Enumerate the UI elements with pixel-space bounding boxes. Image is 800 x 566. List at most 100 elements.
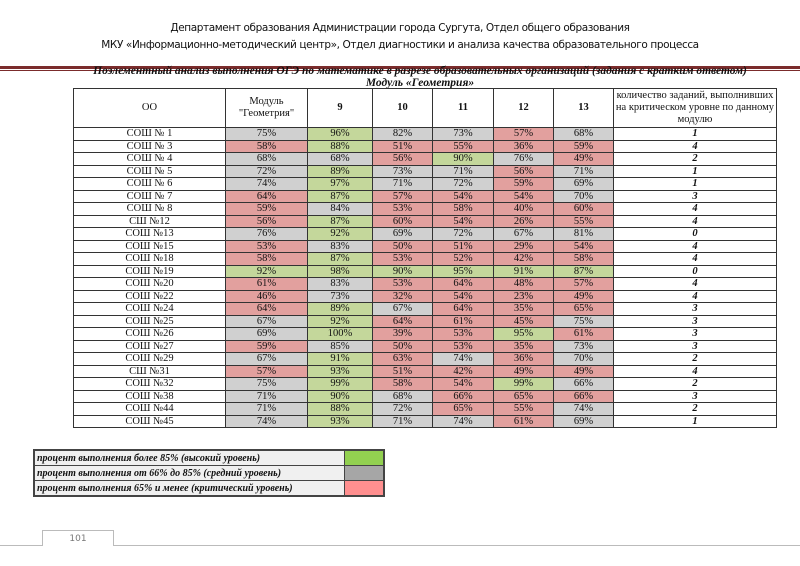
table-row: СОШ №25 67% 92% 64% 61% 45% 75% 3 <box>73 314 777 328</box>
critical-count-cell: 4 <box>613 277 777 291</box>
task-9-cell: 87% <box>307 252 373 266</box>
task-10-cell: 51% <box>372 364 433 378</box>
task-13-cell: 59% <box>553 139 614 153</box>
table-row: СШ №12 56% 87% 60% 54% 26% 55% 4 <box>73 214 777 228</box>
task-12-cell: 59% <box>493 177 554 191</box>
org-name-cell: СОШ № 3 <box>73 139 226 153</box>
table-row: СОШ №18 58% 87% 53% 52% 42% 58% 4 <box>73 252 777 266</box>
org-name-cell: СОШ №26 <box>73 327 226 341</box>
module-cell: 76% <box>225 227 308 241</box>
task-13-cell: 81% <box>553 227 614 241</box>
module-cell: 58% <box>225 139 308 153</box>
task-10-cell: 82% <box>372 127 433 141</box>
module-cell: 75% <box>225 377 308 391</box>
org-name-cell: СОШ №15 <box>73 239 226 253</box>
task-13-cell: 71% <box>553 164 614 178</box>
task-9-cell: 88% <box>307 402 373 416</box>
legend-row: процент выполнения более 85% (высокий ур… <box>33 449 385 466</box>
task-9-cell: 100% <box>307 327 373 341</box>
critical-count-cell: 4 <box>613 364 777 378</box>
org-name-cell: СОШ № 1 <box>73 127 226 141</box>
org-name-cell: СОШ №38 <box>73 389 226 403</box>
org-name-cell: СОШ №44 <box>73 402 226 416</box>
task-9-cell: 83% <box>307 277 373 291</box>
task-13-cell: 65% <box>553 302 614 316</box>
module-cell: 68% <box>225 152 308 166</box>
critical-count-cell: 1 <box>613 164 777 178</box>
legend-swatch-medium <box>343 465 385 481</box>
task-9-cell: 91% <box>307 352 373 366</box>
module-cell: 64% <box>225 189 308 203</box>
critical-count-cell: 1 <box>613 414 777 428</box>
module-cell: 71% <box>225 389 308 403</box>
table-row: СОШ № 8 59% 84% 53% 58% 40% 60% 4 <box>73 202 777 216</box>
task-11-cell: 58% <box>432 202 494 216</box>
critical-count-cell: 3 <box>613 314 777 328</box>
task-12-cell: 29% <box>493 239 554 253</box>
task-12-cell: 61% <box>493 414 554 428</box>
task-11-cell: 74% <box>432 352 494 366</box>
header-divider <box>0 66 800 69</box>
task-13-cell: 60% <box>553 202 614 216</box>
org-name-cell: СОШ №20 <box>73 277 226 291</box>
task-13-cell: 54% <box>553 239 614 253</box>
task-10-cell: 56% <box>372 152 433 166</box>
task-9-cell: 87% <box>307 189 373 203</box>
task-13-cell: 69% <box>553 177 614 191</box>
critical-count-cell: 2 <box>613 402 777 416</box>
task-10-cell: 73% <box>372 164 433 178</box>
task-9-cell: 88% <box>307 139 373 153</box>
legend-label: процент выполнения более 85% (высокий ур… <box>33 449 345 466</box>
task-11-cell: 54% <box>432 189 494 203</box>
critical-count-cell: 3 <box>613 189 777 203</box>
org-name-cell: СОШ № 8 <box>73 202 226 216</box>
task-9-cell: 89% <box>307 164 373 178</box>
col-header-task-11: 11 <box>432 88 494 128</box>
task-10-cell: 67% <box>372 302 433 316</box>
task-11-cell: 54% <box>432 377 494 391</box>
table-row: СОШ №20 61% 83% 53% 64% 48% 57% 4 <box>73 277 777 291</box>
task-10-cell: 63% <box>372 352 433 366</box>
table-row: СОШ №26 69% 100% 39% 53% 95% 61% 3 <box>73 327 777 341</box>
task-12-cell: 57% <box>493 127 554 141</box>
table-row: СОШ №32 75% 99% 58% 54% 99% 66% 2 <box>73 377 777 391</box>
org-name-cell: СОШ №45 <box>73 414 226 428</box>
task-11-cell: 65% <box>432 402 494 416</box>
task-10-cell: 68% <box>372 389 433 403</box>
task-10-cell: 72% <box>372 402 433 416</box>
module-cell: 56% <box>225 214 308 228</box>
legend-swatch-high <box>343 449 385 466</box>
task-13-cell: 68% <box>553 127 614 141</box>
task-12-cell: 91% <box>493 264 554 278</box>
critical-count-cell: 0 <box>613 227 777 241</box>
critical-count-cell: 2 <box>613 152 777 166</box>
task-13-cell: 87% <box>553 264 614 278</box>
org-name-cell: СШ №31 <box>73 364 226 378</box>
task-11-cell: 53% <box>432 339 494 353</box>
task-12-cell: 56% <box>493 164 554 178</box>
task-9-cell: 98% <box>307 264 373 278</box>
task-12-cell: 26% <box>493 214 554 228</box>
critical-count-cell: 4 <box>613 289 777 303</box>
critical-count-cell: 4 <box>613 202 777 216</box>
task-9-cell: 92% <box>307 227 373 241</box>
task-11-cell: 61% <box>432 314 494 328</box>
task-11-cell: 66% <box>432 389 494 403</box>
org-name-cell: СОШ № 4 <box>73 152 226 166</box>
table-row: СОШ №22 46% 73% 32% 54% 23% 49% 4 <box>73 289 777 303</box>
task-12-cell: 67% <box>493 227 554 241</box>
table-row: СОШ № 1 75% 96% 82% 73% 57% 68% 1 <box>73 127 777 141</box>
legend-label: процент выполнения 65% и менее (критичес… <box>33 480 345 497</box>
org-name-cell: СОШ № 6 <box>73 177 226 191</box>
critical-count-cell: 3 <box>613 389 777 403</box>
task-10-cell: 90% <box>372 264 433 278</box>
table-row: СОШ № 4 68% 68% 56% 90% 76% 49% 2 <box>73 152 777 166</box>
task-11-cell: 42% <box>432 364 494 378</box>
task-11-cell: 51% <box>432 239 494 253</box>
table-row: СОШ №27 59% 85% 50% 53% 35% 73% 3 <box>73 339 777 353</box>
org-name-cell: СОШ № 7 <box>73 189 226 203</box>
org-name-cell: СОШ №19 <box>73 264 226 278</box>
task-9-cell: 84% <box>307 202 373 216</box>
header-divider-thin <box>0 70 800 71</box>
module-cell: 59% <box>225 202 308 216</box>
